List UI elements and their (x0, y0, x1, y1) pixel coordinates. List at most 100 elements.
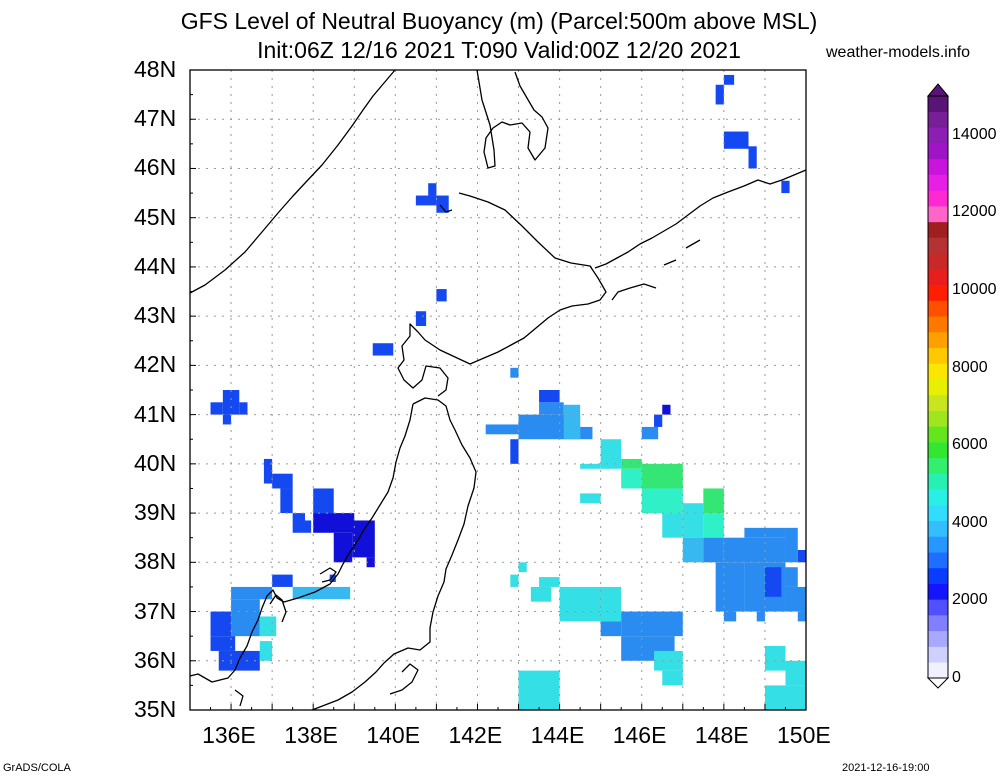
colorbar-swatch (928, 174, 948, 191)
buoyancy-cell (723, 537, 786, 563)
buoyancy-cell (764, 567, 782, 597)
buoyancy-cell (510, 439, 519, 464)
colorbar-swatch (928, 237, 948, 254)
colorbar-swatch (928, 206, 948, 223)
colorbar-swatch (928, 111, 948, 128)
colorbar-swatch (928, 127, 948, 144)
buoyancy-cell (654, 650, 683, 671)
buoyancy-cell (621, 611, 683, 637)
colorbar-swatch (928, 457, 948, 474)
buoyancy-cell (313, 513, 355, 533)
buoyancy-cell (210, 636, 236, 651)
buoyancy-cell (662, 513, 683, 538)
graticule (190, 70, 806, 710)
buoyancy-cell (785, 527, 798, 563)
buoyancy-cell (259, 641, 273, 661)
lon-label: 142E (448, 722, 503, 748)
buoyancy-cell (436, 289, 447, 302)
colorbar-label: 12000 (952, 203, 997, 221)
buoyancy-cell (748, 146, 757, 169)
colorbar-label: 0 (952, 669, 961, 686)
buoyancy-cell (563, 404, 581, 440)
chart-subtitle: Init:06Z 12/16 2021 T:090 Valid:00Z 12/2… (257, 37, 741, 63)
buoyancy-cell (600, 621, 622, 637)
buoyancy-cell (415, 311, 427, 326)
lat-label: 42N (134, 351, 177, 378)
buoyancy-cell (641, 488, 683, 514)
buoyancy-cell (703, 488, 724, 514)
colorbar-swatch (928, 615, 948, 632)
buoyancy-cell (436, 195, 449, 213)
buoyancy-cell (292, 513, 305, 533)
buoyancy-cell (781, 180, 790, 194)
buoyancy-cell (580, 493, 601, 504)
buoyancy-cell (723, 74, 735, 85)
coastline-peninsula (234, 689, 244, 707)
coastline-sado (319, 567, 337, 583)
buoyancy-cell (510, 574, 519, 587)
colorbar-swatch (928, 331, 948, 348)
buoyancy-cell (715, 84, 724, 105)
colorbar-swatch (928, 662, 948, 679)
buoyancy-cell (272, 473, 293, 489)
colorbar-label: 2000 (952, 591, 988, 609)
coastline-kuril (594, 169, 807, 269)
buoyancy-cell (785, 586, 806, 612)
colorbar-swatch (928, 536, 948, 553)
buoyancy-cell (600, 439, 622, 469)
coastline-hokkaido (397, 192, 607, 397)
colorbar-swatch (928, 410, 948, 427)
buoyancy-cell (641, 463, 683, 489)
colorbar-swatches (927, 95, 949, 679)
generation-timestamp: 2021-12-16-19:00 (842, 762, 930, 774)
buoyancy-cell (703, 537, 724, 563)
colorbar-swatch (928, 504, 948, 522)
lat-label: 41N (134, 400, 177, 427)
buoyancy-cell (723, 131, 749, 149)
colorbar-swatch (928, 284, 948, 301)
buoyancy-cell (210, 402, 223, 415)
axis-ticks (189, 69, 807, 711)
chart-title: GFS Level of Neutral Buoyancy (m) (Parce… (180, 8, 818, 34)
buoyancy-cell (682, 537, 704, 563)
buoyancy-cell (263, 458, 273, 484)
coastline-mainland-asia (189, 69, 396, 294)
lon-label: 138E (284, 722, 338, 748)
buoyancy-cell (539, 402, 564, 415)
lat-label: 36N (134, 646, 177, 673)
buoyancy-cell (222, 414, 232, 425)
buoyancy-cell (231, 599, 260, 637)
colorbar-swatch (928, 143, 948, 160)
buoyancy-cell (723, 611, 737, 622)
colorbar-swatch (928, 630, 948, 647)
colorbar-swatch (928, 552, 948, 569)
coastline-noto (269, 594, 287, 623)
colorbar-bottom-arrow (926, 677, 950, 689)
lat-label: 38N (134, 548, 177, 575)
colorbar-swatch (928, 300, 948, 317)
buoyancy-cell (428, 183, 437, 196)
buoyancy-cell (785, 660, 806, 686)
colorbar-label: 8000 (952, 358, 988, 376)
colorbar-swatch (928, 347, 948, 364)
colorbar-swatch (928, 442, 948, 459)
lat-label: 47N (134, 105, 177, 132)
buoyancy-cell (662, 670, 683, 686)
buoyancy-field (210, 74, 806, 710)
buoyancy-cell (764, 685, 806, 710)
lat-label: 37N (134, 597, 177, 624)
site-credit[interactable]: weather-models.info (826, 44, 971, 61)
buoyancy-cell (715, 562, 745, 612)
buoyancy-cell (329, 574, 336, 582)
buoyancy-cell (222, 390, 240, 415)
buoyancy-cell (352, 520, 375, 558)
colorbar-swatch (928, 190, 948, 207)
buoyancy-cell (756, 611, 765, 622)
coastline-honshu (189, 397, 477, 711)
lon-label: 140E (366, 722, 421, 748)
colorbar-swatch (928, 316, 948, 333)
buoyancy-cell (703, 513, 724, 538)
colorbar-swatch (928, 394, 948, 411)
